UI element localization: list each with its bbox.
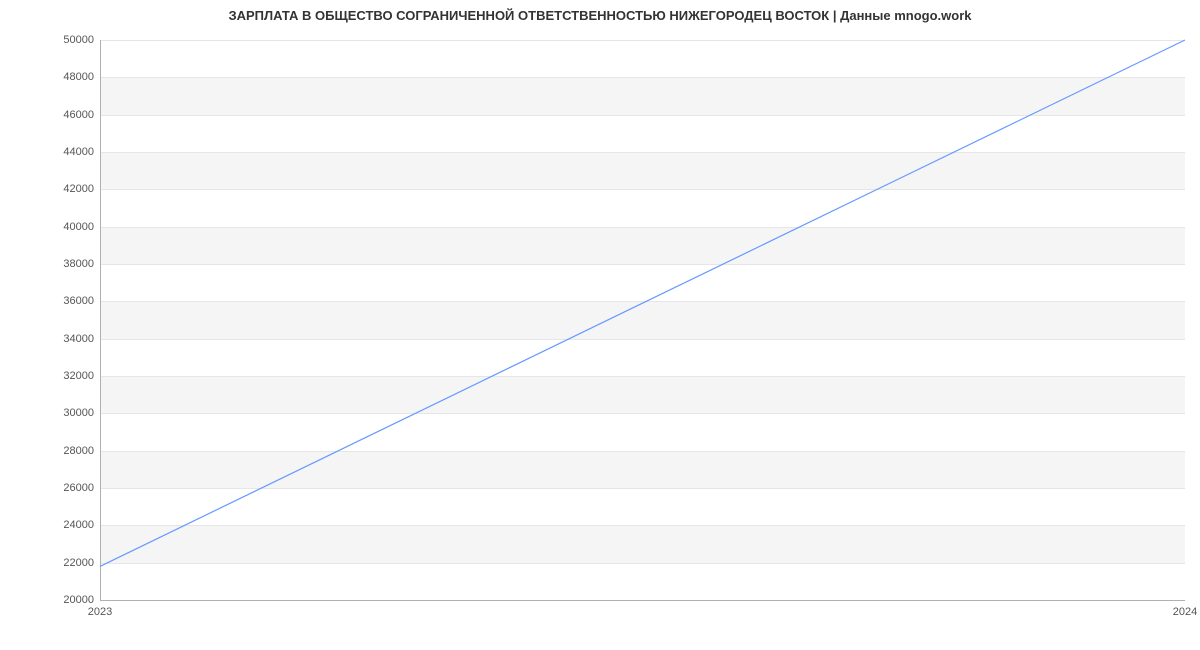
x-tick-label: 2024: [1173, 606, 1197, 618]
y-tick-label: 48000: [63, 71, 94, 83]
y-tick-label: 36000: [63, 295, 94, 307]
y-tick-label: 46000: [63, 109, 94, 121]
series-layer: [100, 40, 1185, 600]
y-tick-label: 22000: [63, 557, 94, 569]
series-line-salary: [100, 40, 1185, 566]
chart-title: ЗАРПЛАТА В ОБЩЕСТВО СОГРАНИЧЕННОЙ ОТВЕТС…: [0, 8, 1200, 23]
y-tick-label: 38000: [63, 258, 94, 270]
y-tick-label: 44000: [63, 146, 94, 158]
y-tick-label: 28000: [63, 445, 94, 457]
y-tick-label: 32000: [63, 370, 94, 382]
x-tick-label: 2023: [88, 606, 112, 618]
y-tick-label: 24000: [63, 519, 94, 531]
y-tick-label: 30000: [63, 407, 94, 419]
y-tick-label: 20000: [63, 594, 94, 606]
y-tick-label: 26000: [63, 482, 94, 494]
chart-container: ЗАРПЛАТА В ОБЩЕСТВО СОГРАНИЧЕННОЙ ОТВЕТС…: [0, 0, 1200, 650]
y-tick-label: 42000: [63, 183, 94, 195]
y-tick-label: 40000: [63, 221, 94, 233]
y-tick-label: 34000: [63, 333, 94, 345]
x-axis-line: [100, 600, 1185, 601]
plot-area: 2000022000240002600028000300003200034000…: [100, 40, 1185, 600]
y-tick-label: 50000: [63, 34, 94, 46]
